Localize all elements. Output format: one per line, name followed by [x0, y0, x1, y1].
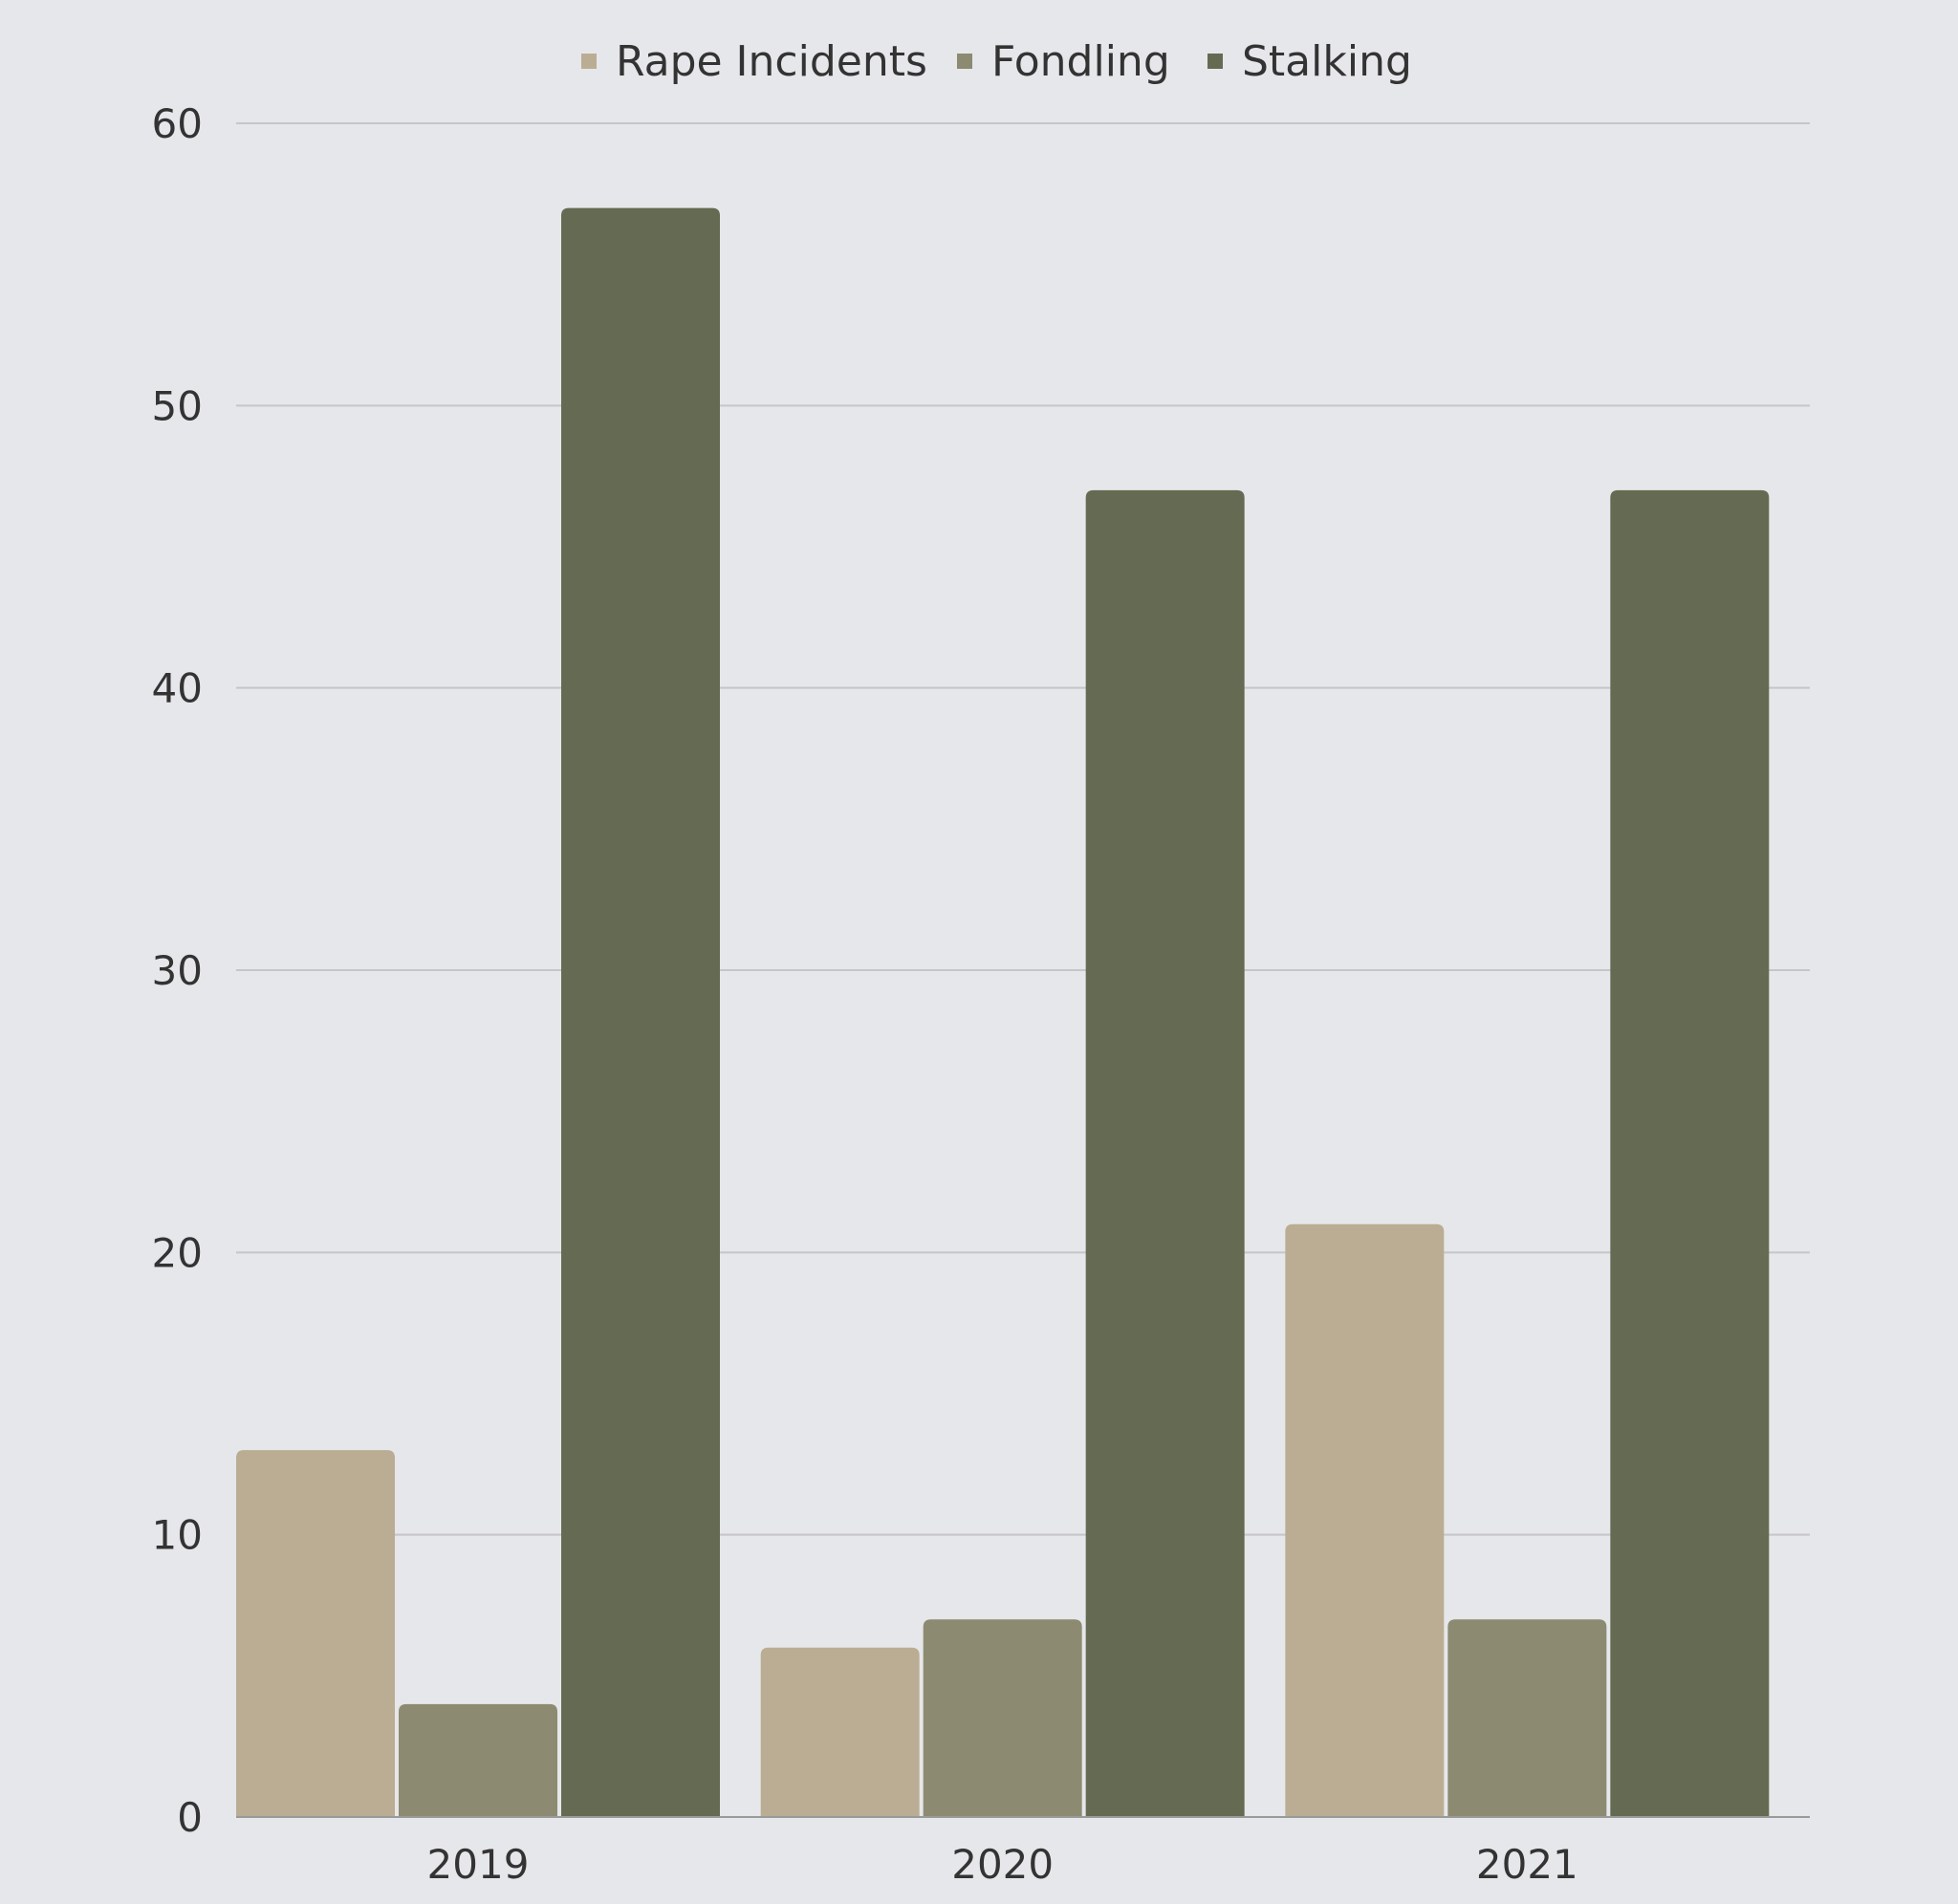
y-tick-label: 20 — [152, 1229, 203, 1276]
x-category-label: 2020 — [951, 1841, 1054, 1888]
x-category-label: 2019 — [427, 1841, 530, 1888]
x-axis-labels: 2019 2020 2021 — [427, 1841, 1578, 1888]
bar-rape-incidents-2020 — [760, 1647, 920, 1817]
bar-rape-incidents-2019 — [236, 1450, 395, 1817]
bar-stalking-2019 — [561, 207, 720, 1818]
bar-stalking-2020 — [1085, 489, 1245, 1817]
y-axis-ticks: 0 10 20 30 40 50 60 — [152, 100, 203, 1841]
legend-swatch — [1207, 54, 1223, 69]
legend-swatch — [957, 54, 972, 69]
chart-legend: Rape Incidents Fondling Stalking — [581, 37, 1412, 86]
y-tick-label: 0 — [177, 1794, 203, 1841]
y-tick-label: 40 — [152, 665, 203, 712]
y-tick-label: 50 — [152, 382, 203, 429]
x-category-label: 2021 — [1476, 1841, 1578, 1888]
legend-swatch — [581, 54, 597, 69]
bar-rape-incidents-2021 — [1285, 1223, 1445, 1817]
legend-label: Fondling — [991, 37, 1170, 86]
bar-fondling-2020 — [923, 1619, 1082, 1817]
legend-label: Stalking — [1242, 37, 1412, 86]
bars — [236, 207, 1770, 1818]
y-tick-label: 10 — [152, 1512, 203, 1559]
y-tick-label: 30 — [152, 947, 203, 994]
gridlines — [236, 122, 1810, 1536]
bar-fondling-2019 — [399, 1703, 557, 1817]
bar-fondling-2021 — [1447, 1619, 1607, 1817]
y-tick-label: 60 — [152, 100, 203, 147]
bar-stalking-2021 — [1610, 489, 1770, 1817]
legend-label: Rape Incidents — [616, 37, 927, 86]
